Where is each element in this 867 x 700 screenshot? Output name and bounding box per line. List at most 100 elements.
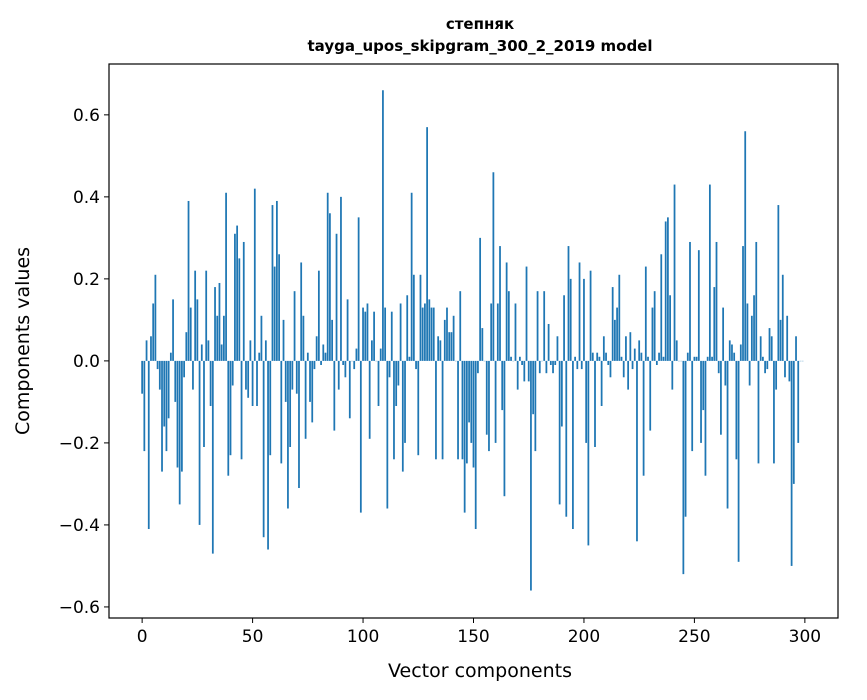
bar-component-205 xyxy=(594,361,596,447)
bar-component-23 xyxy=(192,361,194,390)
bar-component-174 xyxy=(526,267,528,361)
bar-component-9 xyxy=(161,361,163,472)
bar-component-282 xyxy=(764,361,766,373)
bar-component-256 xyxy=(707,357,709,361)
bar-component-204 xyxy=(592,353,594,361)
y-tick-label: 0.6 xyxy=(73,106,100,126)
bar-component-232 xyxy=(654,291,656,361)
bar-component-19 xyxy=(183,361,185,377)
bar-component-126 xyxy=(420,275,422,361)
bar-component-286 xyxy=(773,361,775,464)
bar-component-36 xyxy=(221,344,223,360)
bar-component-3 xyxy=(148,361,150,529)
bar-component-268 xyxy=(733,353,735,361)
bar-component-72 xyxy=(300,262,302,360)
bar-component-173 xyxy=(523,361,525,382)
bar-component-150 xyxy=(473,361,475,468)
bar-component-140 xyxy=(451,332,453,361)
bar-component-61 xyxy=(276,201,278,361)
bar-component-193 xyxy=(568,246,570,361)
bar-component-233 xyxy=(656,361,658,365)
y-tick-label: −0.2 xyxy=(59,434,100,454)
bar-component-246 xyxy=(685,361,687,517)
bar-component-148 xyxy=(468,361,470,423)
bar-component-281 xyxy=(762,357,764,361)
bar-component-195 xyxy=(572,361,574,529)
bar-component-107 xyxy=(378,361,380,406)
bar-component-12 xyxy=(168,361,170,418)
bar-component-83 xyxy=(325,353,327,361)
bar-component-197 xyxy=(576,361,578,369)
bar-component-48 xyxy=(247,361,249,398)
bar-component-64 xyxy=(283,320,285,361)
bar-component-46 xyxy=(243,242,245,361)
bar-component-178 xyxy=(534,361,536,451)
bar-component-263 xyxy=(722,308,724,361)
bar-component-216 xyxy=(618,275,620,361)
bar-component-39 xyxy=(227,361,229,476)
bar-component-146 xyxy=(464,361,466,513)
bar-component-215 xyxy=(616,308,618,361)
bar-component-265 xyxy=(727,361,729,509)
bar-component-240 xyxy=(671,361,673,390)
bar-component-101 xyxy=(364,312,366,361)
bar-component-258 xyxy=(711,357,713,361)
bar-component-164 xyxy=(504,361,506,496)
bar-component-196 xyxy=(574,357,576,361)
bar-component-2 xyxy=(146,340,148,361)
bar-component-22 xyxy=(190,308,192,361)
bar-component-192 xyxy=(565,361,567,517)
bar-component-267 xyxy=(731,344,733,360)
bar-component-85 xyxy=(329,213,331,361)
bar-component-75 xyxy=(307,353,309,361)
bar-component-188 xyxy=(557,336,559,361)
bar-component-16 xyxy=(177,361,179,468)
bar-component-159 xyxy=(492,172,494,361)
bar-component-98 xyxy=(358,217,360,361)
bar-component-96 xyxy=(353,361,355,369)
bar-component-154 xyxy=(481,328,483,361)
bar-component-113 xyxy=(391,312,393,361)
bar-component-237 xyxy=(665,221,667,360)
bar-component-280 xyxy=(760,336,762,361)
bar-component-35 xyxy=(219,283,221,361)
bar-component-117 xyxy=(400,303,402,360)
bar-component-214 xyxy=(614,320,616,361)
bar-component-119 xyxy=(404,361,406,443)
bar-component-262 xyxy=(720,361,722,435)
bar-component-292 xyxy=(786,316,788,361)
bar-component-184 xyxy=(548,324,550,361)
bar-component-73 xyxy=(303,316,305,361)
bar-component-166 xyxy=(508,291,510,361)
bar-component-0 xyxy=(141,361,143,394)
bar-component-222 xyxy=(632,361,634,369)
bar-component-199 xyxy=(581,361,583,369)
bar-component-57 xyxy=(267,361,269,550)
y-tick-label: −0.6 xyxy=(59,598,100,618)
bar-component-230 xyxy=(649,361,651,431)
bar-component-47 xyxy=(245,361,247,390)
bar-component-143 xyxy=(457,361,459,459)
bar-component-13 xyxy=(170,353,172,361)
bar-component-261 xyxy=(718,361,720,373)
bar-component-76 xyxy=(309,361,311,402)
bar-component-11 xyxy=(166,361,168,451)
chart-title-line2: tayga_upos_skipgram_300_2_2019 model xyxy=(308,37,653,55)
bar-component-253 xyxy=(700,361,702,443)
bar-component-4 xyxy=(150,336,152,361)
bar-component-254 xyxy=(702,361,704,410)
bar-component-228 xyxy=(645,267,647,361)
bar-component-24 xyxy=(194,271,196,361)
bar-component-189 xyxy=(559,361,561,505)
x-tick-label: 300 xyxy=(789,627,821,647)
bar-component-297 xyxy=(797,361,799,443)
bar-component-136 xyxy=(442,361,444,459)
bar-component-289 xyxy=(780,320,782,361)
bar-component-213 xyxy=(612,287,614,361)
bar-component-112 xyxy=(389,361,391,377)
bar-component-279 xyxy=(758,361,760,464)
bar-component-275 xyxy=(749,361,751,386)
bar-component-183 xyxy=(546,361,548,373)
bar-component-144 xyxy=(459,291,461,361)
bar-component-100 xyxy=(362,308,364,361)
